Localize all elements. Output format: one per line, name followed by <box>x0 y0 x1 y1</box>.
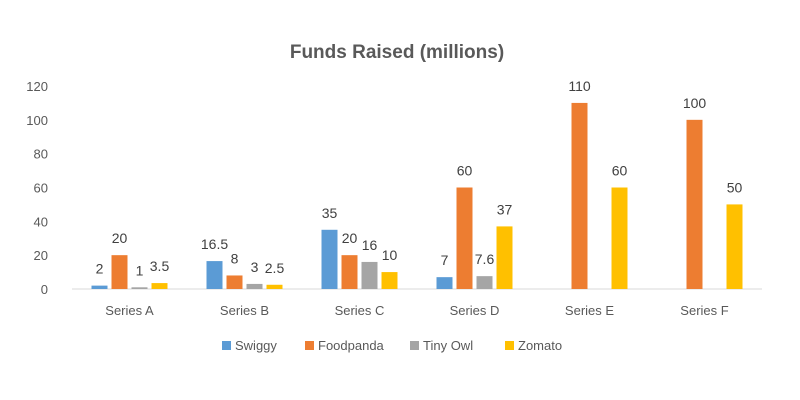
bar-tiny-owl <box>361 261 378 289</box>
bar-zomato <box>381 272 398 289</box>
bar-swiggy <box>321 229 338 289</box>
data-label: 100 <box>683 95 707 111</box>
bar-zomato <box>726 204 743 289</box>
bar-swiggy <box>206 261 223 289</box>
bar-zomato <box>266 284 283 289</box>
data-label: 7 <box>441 252 449 268</box>
legend-label: Swiggy <box>235 338 277 353</box>
chart-title: Funds Raised (millions) <box>290 42 504 63</box>
data-label: 3 <box>251 259 259 275</box>
data-label: 50 <box>727 179 743 195</box>
x-tick-label: Series F <box>680 303 728 318</box>
x-tick-label: Series D <box>450 303 500 318</box>
y-tick-label: 80 <box>34 147 48 162</box>
data-label: 110 <box>568 78 591 94</box>
x-tick-label: Series E <box>565 303 614 318</box>
bar-foodpanda <box>341 255 358 289</box>
data-label: 1 <box>136 262 144 278</box>
bar-swiggy <box>436 277 453 289</box>
data-label: 8 <box>231 250 239 266</box>
legend-label: Zomato <box>518 338 562 353</box>
legend-label: Foodpanda <box>318 338 385 353</box>
data-label: 60 <box>612 163 628 179</box>
data-label: 16.5 <box>201 236 228 252</box>
y-tick-label: 0 <box>41 282 48 297</box>
legend-swatch-tiny-owl <box>410 341 419 350</box>
data-label: 35 <box>322 205 338 221</box>
y-tick-label: 100 <box>26 113 48 128</box>
x-tick-label: Series A <box>105 303 154 318</box>
bar-tiny-owl <box>476 276 493 289</box>
data-label: 10 <box>382 247 398 263</box>
data-label: 7.6 <box>475 251 495 267</box>
bar-tiny-owl <box>246 283 263 289</box>
bar-foodpanda <box>111 255 128 289</box>
x-tick-label: Series B <box>220 303 269 318</box>
data-label: 60 <box>457 163 473 179</box>
bar-zomato <box>496 226 513 289</box>
bar-zomato <box>611 187 628 289</box>
y-tick-label: 60 <box>34 181 48 196</box>
y-tick-label: 40 <box>34 214 48 229</box>
data-label: 16 <box>362 237 378 253</box>
bar-swiggy <box>91 285 108 289</box>
data-label: 20 <box>112 230 128 246</box>
bar-foodpanda <box>226 275 243 289</box>
bar-foodpanda <box>571 102 588 290</box>
data-label: 37 <box>497 201 513 217</box>
bar-zomato <box>151 283 168 289</box>
y-tick-label: 20 <box>34 248 48 263</box>
bar-foodpanda <box>686 119 703 289</box>
legend-swatch-foodpanda <box>305 341 314 350</box>
y-tick-label: 120 <box>26 79 48 94</box>
data-label: 2 <box>96 261 104 277</box>
data-label: 2.5 <box>265 260 285 276</box>
legend-label: Tiny Owl <box>423 338 473 353</box>
data-label: 3.5 <box>150 258 170 274</box>
legend-swatch-zomato <box>505 341 514 350</box>
data-label: 20 <box>342 230 358 246</box>
legend-swatch-swiggy <box>222 341 231 350</box>
bar-tiny-owl <box>131 287 148 289</box>
bar-foodpanda <box>456 187 473 289</box>
x-tick-label: Series C <box>335 303 385 318</box>
